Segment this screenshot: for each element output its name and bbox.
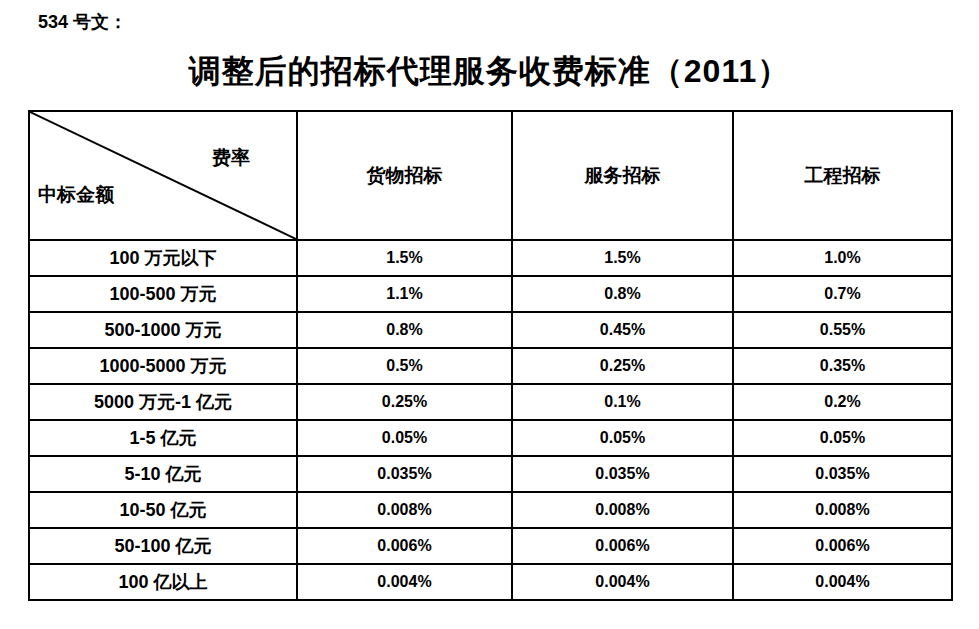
- fee-value: 0.035%: [512, 456, 733, 492]
- table-row: 50-100 亿元0.006%0.006%0.006%: [29, 528, 952, 564]
- fee-value: 0.7%: [733, 276, 952, 312]
- fee-value: 0.006%: [512, 528, 733, 564]
- fee-value: 0.008%: [512, 492, 733, 528]
- table-row: 1000-5000 万元0.5%0.25%0.35%: [29, 348, 952, 384]
- fee-value: 0.035%: [733, 456, 952, 492]
- document-number-label: 534 号文：: [38, 10, 127, 34]
- row-label-amount-range: 100 亿以上: [29, 564, 297, 600]
- corner-cell: 费率 中标金额: [29, 111, 297, 240]
- table-row: 100 亿以上0.004%0.004%0.004%: [29, 564, 952, 600]
- row-label-amount-range: 100-500 万元: [29, 276, 297, 312]
- fee-value: 0.35%: [733, 348, 952, 384]
- fee-value: 1.5%: [297, 240, 512, 276]
- table-row: 5000 万元-1 亿元0.25%0.1%0.2%: [29, 384, 952, 420]
- fee-value: 0.05%: [512, 420, 733, 456]
- column-header-goods-bidding: 货物招标: [297, 111, 512, 240]
- fee-value: 0.004%: [733, 564, 952, 600]
- fee-value: 0.45%: [512, 312, 733, 348]
- fee-value: 0.004%: [512, 564, 733, 600]
- table-row: 1-5 亿元0.05%0.05%0.05%: [29, 420, 952, 456]
- fee-value: 0.008%: [733, 492, 952, 528]
- row-label-amount-range: 1-5 亿元: [29, 420, 297, 456]
- table-row: 100 万元以下1.5%1.5%1.0%: [29, 240, 952, 276]
- fee-value: 0.006%: [733, 528, 952, 564]
- fee-value: 0.006%: [297, 528, 512, 564]
- table-row: 5-10 亿元0.035%0.035%0.035%: [29, 456, 952, 492]
- row-label-amount-range: 100 万元以下: [29, 240, 297, 276]
- header-row: 费率 中标金额 货物招标 服务招标 工程招标: [29, 111, 952, 240]
- fee-value: 0.05%: [297, 420, 512, 456]
- row-label-amount-range: 50-100 亿元: [29, 528, 297, 564]
- corner-label-bid-amount: 中标金额: [38, 182, 114, 208]
- fee-value: 0.25%: [297, 384, 512, 420]
- corner-label-fee-rate: 费率: [212, 145, 250, 171]
- fee-value: 0.008%: [297, 492, 512, 528]
- fee-value: 0.8%: [512, 276, 733, 312]
- fee-value: 0.035%: [297, 456, 512, 492]
- fee-value: 0.8%: [297, 312, 512, 348]
- fee-value: 0.25%: [512, 348, 733, 384]
- fee-value: 1.1%: [297, 276, 512, 312]
- fee-value: 0.05%: [733, 420, 952, 456]
- table-row: 100-500 万元1.1%0.8%0.7%: [29, 276, 952, 312]
- table-row: 10-50 亿元0.008%0.008%0.008%: [29, 492, 952, 528]
- fee-value: 1.0%: [733, 240, 952, 276]
- row-label-amount-range: 5-10 亿元: [29, 456, 297, 492]
- row-label-amount-range: 500-1000 万元: [29, 312, 297, 348]
- fee-value: 0.004%: [297, 564, 512, 600]
- fee-standard-table: 费率 中标金额 货物招标 服务招标 工程招标 100 万元以下1.5%1.5%1…: [28, 110, 953, 601]
- fee-value: 0.5%: [297, 348, 512, 384]
- fee-value: 0.1%: [512, 384, 733, 420]
- row-label-amount-range: 10-50 亿元: [29, 492, 297, 528]
- page-title: 调整后的招标代理服务收费标准（2011）: [0, 50, 979, 94]
- row-label-amount-range: 1000-5000 万元: [29, 348, 297, 384]
- table-row: 500-1000 万元0.8%0.45%0.55%: [29, 312, 952, 348]
- column-header-service-bidding: 服务招标: [512, 111, 733, 240]
- fee-value: 1.5%: [512, 240, 733, 276]
- diagonal-divider: [30, 112, 296, 239]
- row-label-amount-range: 5000 万元-1 亿元: [29, 384, 297, 420]
- fee-value: 0.2%: [733, 384, 952, 420]
- column-header-engineering-bidding: 工程招标: [733, 111, 952, 240]
- fee-value: 0.55%: [733, 312, 952, 348]
